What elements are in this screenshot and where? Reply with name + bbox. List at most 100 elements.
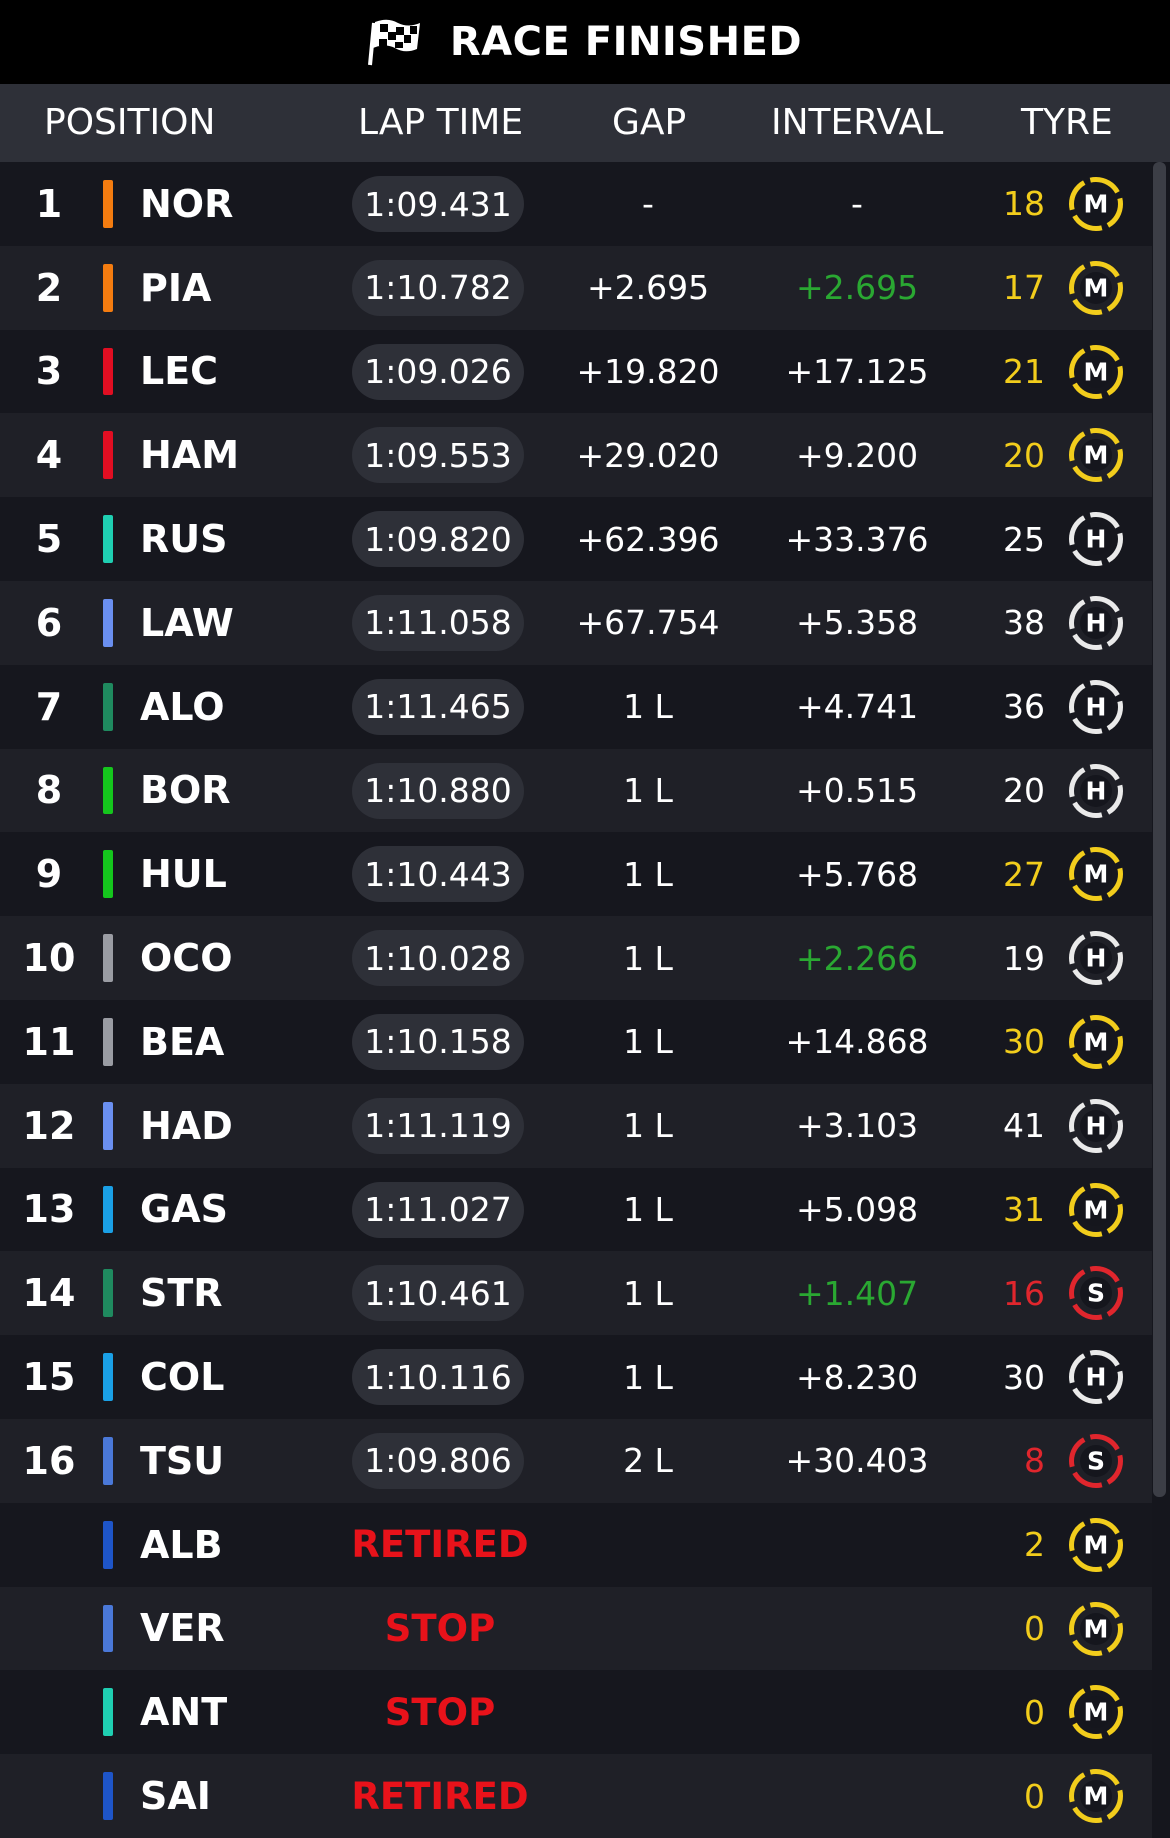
table-row[interactable]: 9 HUL 1:10.443 1 L +5.768 27 M [0,832,1152,917]
tyre-age: 0 [1024,1776,1045,1816]
team-color-bar [103,515,113,563]
tyre-compound-icon: M [1069,177,1123,231]
tyre-compound-letter: M [1084,860,1109,889]
interval-value: +0.515 [795,770,919,810]
position-number [0,1587,98,1671]
team-color-bar [103,682,113,731]
team-color-bar [103,1520,113,1569]
interval-value: +3.103 [795,1106,919,1146]
table-row[interactable]: SAI RETIRED 0 M [0,1754,1152,1838]
tyre-age: 8 [1024,1441,1045,1481]
checkered-flag-icon [367,19,420,66]
table-row[interactable]: 7 ALO 1:11.465 1 L +4.741 36 H [0,664,1152,749]
interval-value: +5.098 [795,1189,919,1229]
interval-value: +2.695 [795,268,919,308]
team-color-bar [103,1017,113,1066]
table-row[interactable]: 14 STR 1:10.461 1 L +1.407 16 S [0,1251,1152,1336]
driver-code: PIA [140,265,212,310]
table-row[interactable]: ANT STOP 0 M [0,1670,1152,1755]
gap-value: 1 L [623,1189,673,1229]
driver-code: NOR [140,181,234,226]
driver-code: GAS [140,1187,228,1232]
table-row[interactable]: 4 HAM 1:09.553 +29.020 +9.200 20 M [0,413,1152,498]
table-row[interactable]: 2 PIA 1:10.782 +2.695 +2.695 17 M [0,245,1152,330]
lap-time-pill: 1:10.880 [352,762,524,819]
tyre-age: 36 [1003,687,1045,727]
team-color-bar [103,1436,113,1485]
driver-code: ALO [140,684,225,729]
position-number: 3 [35,349,63,394]
interval-value: +2.266 [795,938,919,978]
driver-code: OCO [140,936,233,981]
tyre-age: 0 [1024,1692,1045,1732]
lap-time-pill: 1:09.026 [352,343,524,400]
table-row[interactable]: 5 RUS 1:09.820 +62.396 +33.376 25 H [0,497,1152,581]
position-number [0,1670,98,1754]
gap-value: +2.695 [586,268,710,308]
column-header-row: POSITION LAP TIME GAP INTERVAL TYRE [0,84,1170,162]
lap-time-pill: 1:10.782 [352,259,524,316]
table-row[interactable]: 13 GAS 1:11.027 1 L +5.098 31 M [0,1167,1152,1252]
tyre-age: 31 [1003,1189,1045,1229]
lap-time-pill: 1:11.465 [352,678,524,735]
interval-value: +14.868 [785,1022,929,1062]
team-color-bar [103,347,113,396]
driver-code: BEA [140,1019,225,1064]
interval-value: +8.230 [795,1357,919,1397]
scrollbar[interactable] [1153,162,1166,1497]
table-row[interactable]: 16 TSU 1:09.806 2 L +30.403 8 S [0,1418,1152,1503]
tyre-compound-letter: H [1086,944,1107,973]
tyre-compound-icon: M [1069,260,1123,315]
tyre-compound-icon: H [1069,763,1123,818]
table-row[interactable]: 11 BEA 1:10.158 1 L +14.868 30 M [0,999,1152,1084]
lap-time-pill: 1:11.058 [352,594,524,651]
gap-value: +29.020 [576,435,720,475]
driver-code: SAI [140,1774,211,1819]
results-table: 1 NOR 1:09.431 - - 18 M 2 PIA 1:10.782 +2.695 +2.69… [0,162,1152,1838]
gap-value: +67.754 [576,603,720,643]
driver-code: COL [140,1355,225,1400]
interval-value: +30.403 [785,1441,929,1481]
table-row[interactable]: 10 OCO 1:10.028 1 L +2.266 19 H [0,916,1152,1000]
tyre-compound-letter: M [1084,1195,1109,1224]
tyre-age: 19 [1003,938,1045,978]
tyre-compound-icon: H [1069,931,1123,986]
team-color-bar [103,1185,113,1234]
position-number: 13 [22,1187,76,1232]
tyre-compound-icon: H [1069,512,1123,567]
table-row[interactable]: 3 LEC 1:09.026 +19.820 +17.125 21 M [0,329,1152,414]
lap-time-pill: 1:10.028 [352,930,524,987]
driver-code: VER [140,1606,225,1651]
table-row[interactable]: 15 COL 1:10.116 1 L +8.230 30 H [0,1335,1152,1419]
table-row[interactable]: ALB RETIRED 2 M [0,1502,1152,1587]
tyre-age: 16 [1003,1273,1045,1313]
table-row[interactable]: 8 BOR 1:10.880 1 L +0.515 20 H [0,748,1152,833]
table-row[interactable]: 1 NOR 1:09.431 - - 18 M [0,162,1152,246]
retired-status: STOP [384,1606,496,1650]
position-number: 6 [35,600,63,645]
tyre-compound-letter: S [1087,1446,1105,1475]
header-interval: INTERVAL [771,102,944,143]
table-row[interactable]: 12 HAD 1:11.119 1 L +3.103 41 H [0,1083,1152,1168]
tyre-compound-icon: S [1069,1433,1123,1488]
lap-time-pill: 1:10.443 [352,846,524,903]
tyre-compound-icon: M [1069,428,1123,483]
position-number: 1 [35,181,63,226]
tyre-compound-letter: M [1084,273,1109,302]
lap-time-pill: 1:09.820 [352,511,524,568]
gap-value: 1 L [623,1357,673,1397]
tyre-compound-letter: H [1086,525,1107,554]
tyre-compound-icon: S [1069,1266,1123,1321]
table-row[interactable]: 6 LAW 1:11.058 +67.754 +5.358 38 H [0,580,1152,665]
table-row[interactable]: VER STOP 0 M [0,1586,1152,1671]
position-number: 16 [22,1438,76,1483]
position-number: 15 [22,1355,76,1400]
gap-value: +62.396 [576,519,720,559]
retired-status: RETIRED [351,1774,529,1818]
team-color-bar [103,1604,113,1653]
header-gap: GAP [612,102,687,143]
tyre-age: 2 [1024,1525,1045,1565]
position-number: 11 [22,1019,76,1064]
tyre-compound-letter: M [1084,1698,1109,1727]
tyre-compound-letter: H [1086,608,1107,637]
